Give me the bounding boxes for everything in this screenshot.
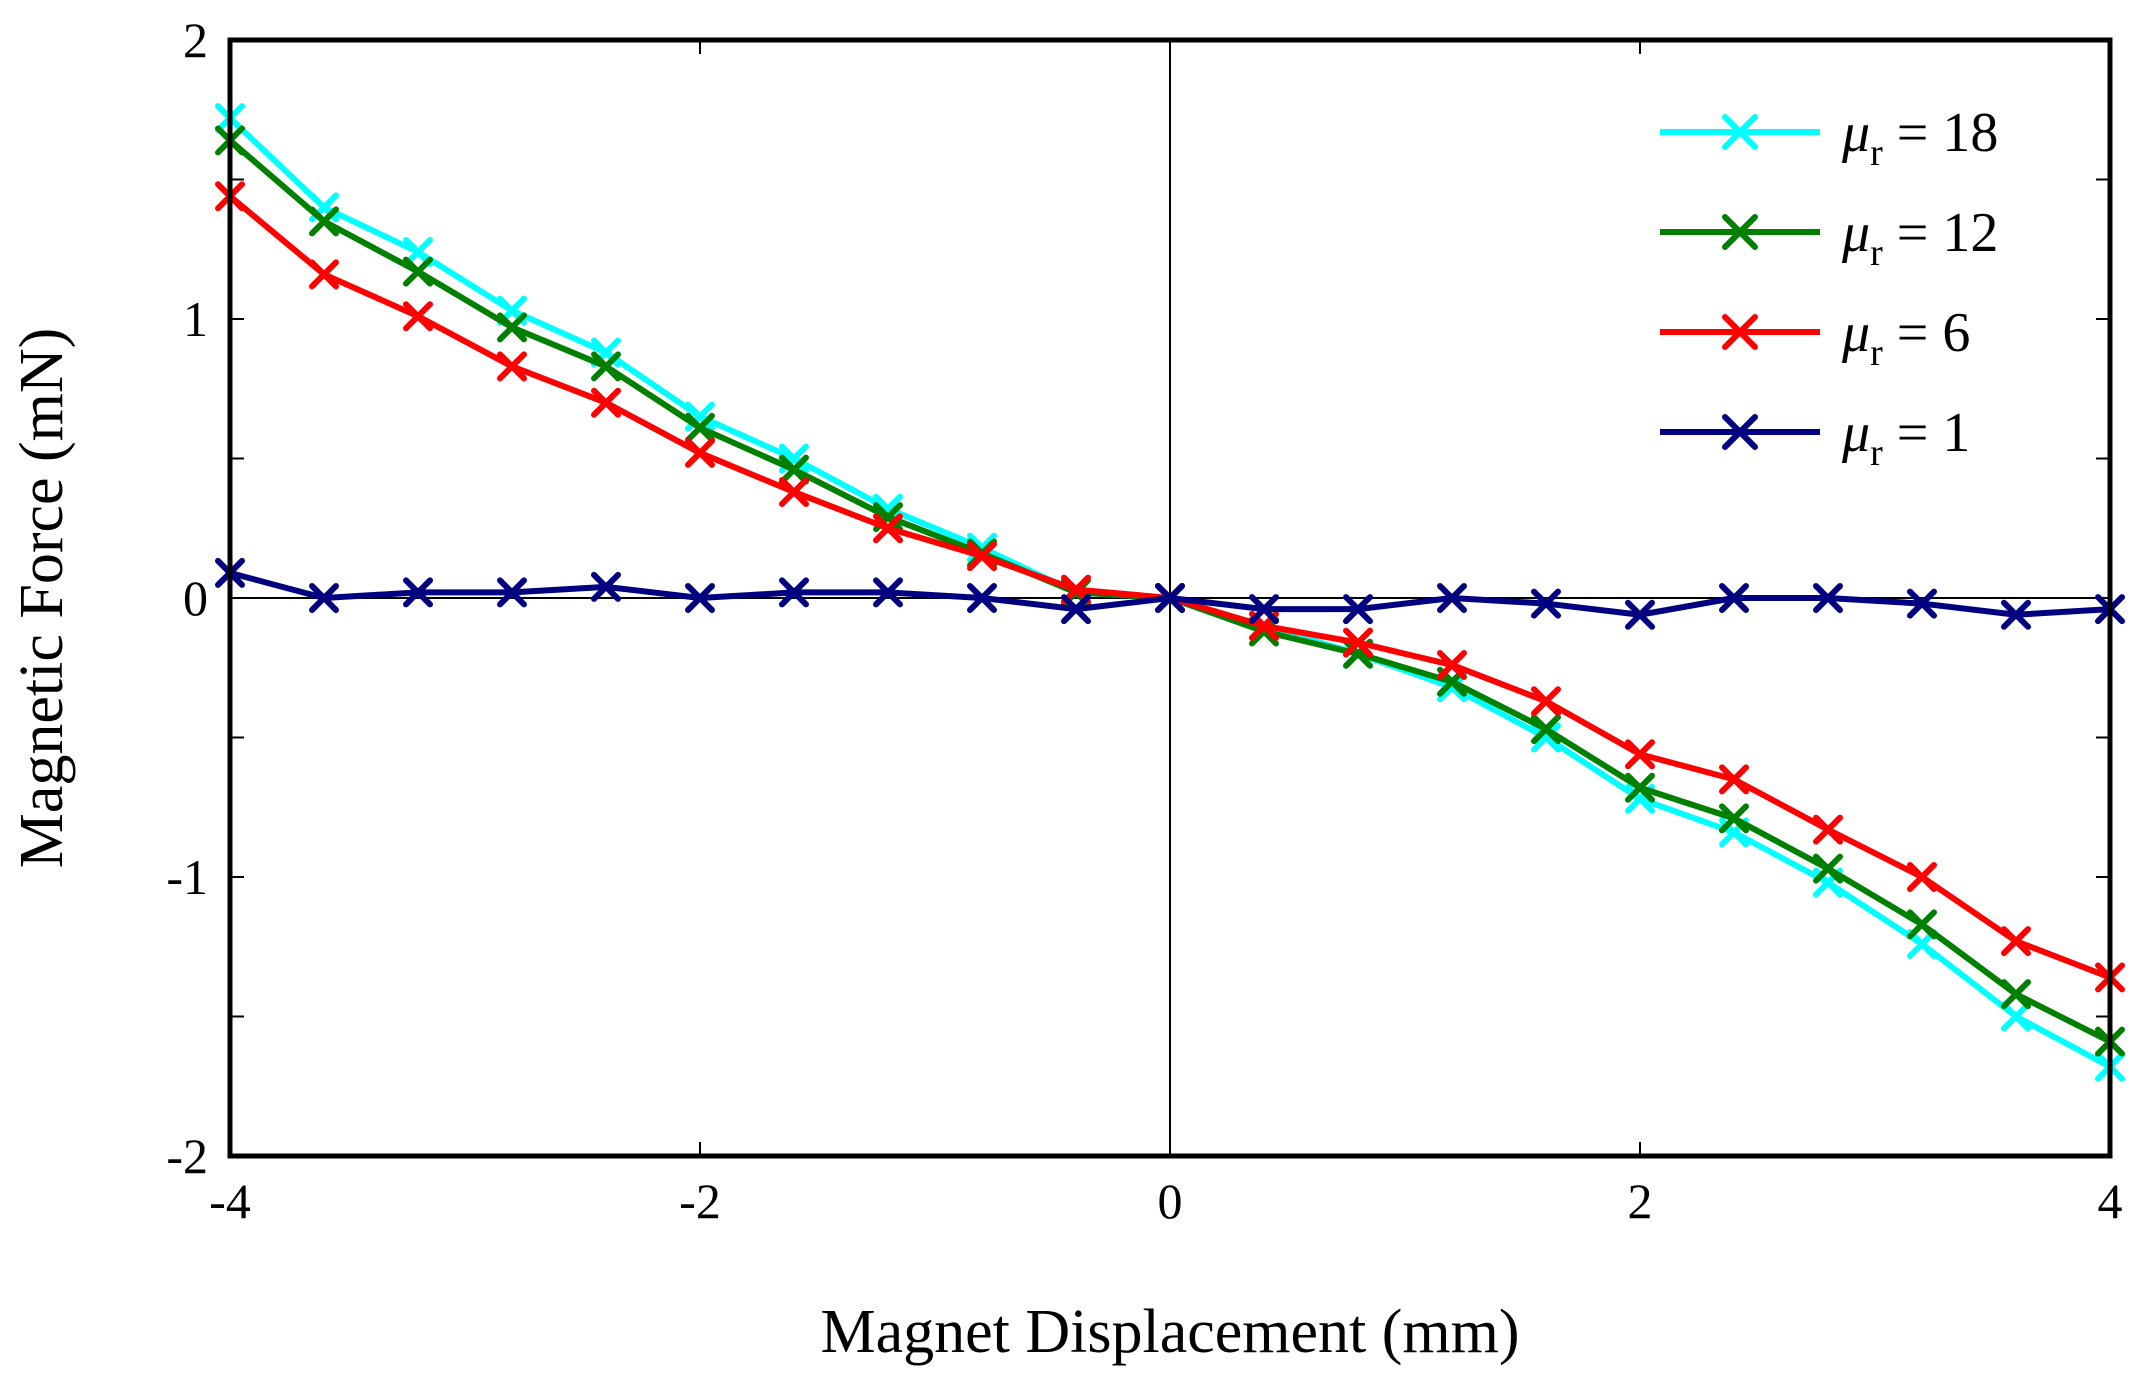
legend-label: μr = 1: [1841, 402, 1970, 474]
data-point-marker: [1437, 649, 1467, 680]
data-point-marker: [309, 259, 339, 290]
data-point-marker: [1813, 583, 1843, 613]
series-layer: [215, 103, 2125, 1082]
data-point-marker: [1719, 803, 1749, 834]
legend-item: μr = 12: [1660, 202, 1998, 274]
x-tick-label: 4: [2098, 1173, 2123, 1229]
data-point-marker: [1437, 583, 1467, 613]
data-point-marker: [1531, 686, 1561, 717]
data-point-marker: [1907, 909, 1937, 940]
data-point-marker: [779, 577, 809, 608]
y-axis-label: Magnetic Force (mN): [8, 328, 76, 869]
x-tick-label: 2: [1628, 1173, 1653, 1229]
y-tick-label: -2: [166, 1128, 208, 1184]
data-point-marker: [403, 256, 433, 287]
legend-swatch-marker: [1722, 314, 1758, 350]
data-point-marker: [1531, 714, 1561, 745]
x-axis-label: Magnet Displacement (mm): [820, 1298, 1519, 1366]
data-point-marker: [1907, 862, 1937, 892]
data-point-marker: [1719, 583, 1749, 613]
legend-item: μr = 6: [1660, 302, 1970, 374]
x-tick-label: 0: [1158, 1173, 1183, 1229]
data-point-marker: [497, 351, 527, 382]
data-point-marker: [1719, 764, 1749, 795]
data-point-marker: [2001, 599, 2031, 630]
legend-label: μr = 12: [1841, 202, 1998, 274]
data-point-marker: [591, 387, 621, 418]
data-point-marker: [685, 437, 715, 468]
data-point-marker: [2001, 979, 2031, 1010]
data-point-marker: [591, 351, 621, 382]
data-point-marker: [1625, 739, 1655, 770]
data-point-marker: [1907, 588, 1937, 619]
data-point-marker: [1531, 588, 1561, 619]
data-point-marker: [1155, 583, 1185, 613]
data-point-marker: [2001, 926, 2031, 957]
y-tick-label: 2: [183, 12, 208, 68]
data-point-marker: [1813, 853, 1843, 884]
data-point-marker: [1249, 594, 1279, 625]
data-point-marker: [1061, 594, 1091, 625]
y-tick-label: -1: [166, 849, 208, 905]
data-point-marker: [497, 312, 527, 343]
legend-swatch-marker: [1722, 414, 1758, 450]
data-point-marker: [1813, 814, 1843, 845]
data-point-marker: [309, 583, 339, 613]
data-point-marker: [779, 476, 809, 507]
legend-label: μr = 6: [1841, 302, 1970, 374]
data-point-marker: [1343, 627, 1373, 658]
data-point-marker: [685, 583, 715, 613]
legend-item: μr = 1: [1660, 402, 1970, 474]
data-point-marker: [1531, 722, 1561, 753]
data-point-marker: [967, 583, 997, 613]
legend: μr = 18 μr = 12 μr = 6 μr = 1: [1660, 102, 1998, 474]
data-point-marker: [685, 412, 715, 443]
data-point-marker: [873, 577, 903, 608]
legend-swatch-marker: [1722, 114, 1758, 150]
y-tick-label: 1: [183, 291, 208, 347]
data-point-marker: [1625, 772, 1655, 803]
data-point-marker: [1625, 599, 1655, 630]
legend-label: μr = 18: [1841, 102, 1998, 174]
data-point-marker: [967, 541, 997, 572]
data-point-marker: [1343, 594, 1373, 625]
x-tick-label: -2: [679, 1173, 721, 1229]
data-point-marker: [309, 206, 339, 237]
data-point-marker: [403, 577, 433, 608]
data-point-marker: [403, 301, 433, 332]
data-point-marker: [591, 571, 621, 602]
legend-item: μr = 18: [1660, 102, 1998, 174]
plot-frame: [227, 37, 2113, 1159]
data-point-marker: [497, 577, 527, 608]
data-point-marker: [873, 513, 903, 544]
legend-swatch-marker: [1722, 214, 1758, 250]
data-point-marker: [2001, 1001, 2031, 1032]
x-tick-label: -4: [209, 1173, 251, 1229]
y-tick-label: 0: [183, 570, 208, 626]
data-point-marker: [779, 454, 809, 485]
